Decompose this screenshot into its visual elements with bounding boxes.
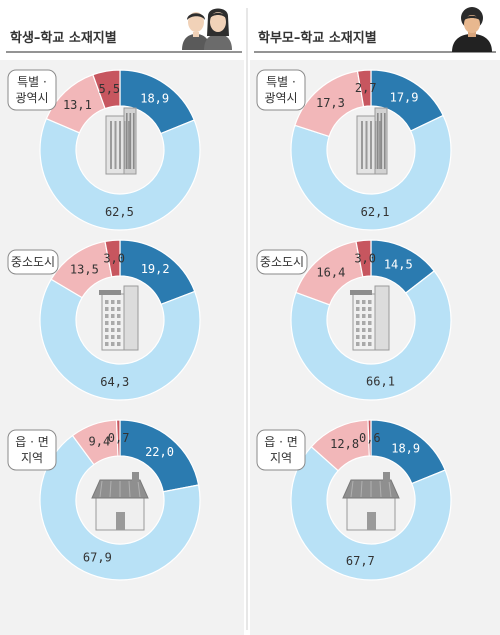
donut-chart: 17,9 62,1 17,3 2,7 [290,69,452,231]
region-label-text: 읍 · 면 [15,435,49,449]
data-label: 13,1 [63,98,92,112]
donut-chart: 18,9 67,7 12,8 0,6 [290,419,452,581]
data-label: 9,4 [89,435,111,449]
data-label: 18,9 [391,442,420,456]
donut-charts: 18,9 62,5 13,1 5,5 19,2 64,3 13,5 3,0 22,0 67,9 9,… [7,69,452,581]
data-label: 17,9 [390,91,419,105]
region-label-text: 특별 · [17,75,47,89]
house-icon [342,472,400,531]
region-label: 중소도시 [7,249,59,275]
region-label-box [7,429,57,471]
region-label-text: 광역시 [15,91,48,105]
region-label: 읍 · 면지역 [256,429,306,471]
data-label: 66,1 [366,374,395,388]
data-label: 64,3 [100,375,129,389]
donut-chart: 22,0 67,9 9,40,7 [39,419,201,581]
data-label: 13,5 [70,262,99,276]
data-label: 14,5 [384,257,413,271]
data-label: 3,0 [103,251,125,265]
donut-chart: 14,5 66,1 16,4 3,0 [290,239,452,401]
region-label-text: 지역 [270,451,292,465]
donut-segment [290,445,452,581]
data-label: 22,0 [145,445,174,459]
region-label-text: 지역 [21,451,43,465]
data-label: 62,1 [361,205,390,219]
donut-segment [355,239,372,278]
region-label-box [7,69,57,111]
data-label: 17,3 [316,96,345,110]
data-label: 62,5 [105,205,134,219]
data-label: 0,6 [359,431,381,445]
donut-segment [115,419,121,457]
region-label-text: 특별 · [266,75,296,89]
data-label: 2,7 [355,81,377,95]
donut-chart: 18,9 62,5 13,1 5,5 [39,69,201,231]
data-label: 3,0 [354,251,376,265]
data-label: 5,5 [98,82,120,96]
donut-segment [356,69,372,108]
data-label: 0,7 [108,431,130,445]
building-icon [105,107,137,175]
region-label: 읍 · 면지역 [7,429,57,471]
region-label: 중소도시 [256,249,308,275]
parent-panel-title: 학부모–학교 소재지별 [258,30,377,46]
donut-segment [367,419,372,457]
student-panel-title: 학생–학교 소재지별 [10,30,117,46]
region-label: 특별 · 광역시 [256,69,306,111]
data-label: 67,7 [346,554,375,568]
region-label-box [7,249,59,275]
data-label: 12,8 [330,437,359,451]
region-label: 특별 · 광역시 [7,69,57,111]
region-label-text: 광역시 [264,91,297,105]
data-label: 18,9 [140,92,169,106]
students-icon [182,8,232,50]
donut-segment [39,278,201,401]
region-label-text: 중소도시 [11,255,55,269]
data-label: 19,2 [141,262,170,276]
region-label-box [256,69,306,111]
data-label: 67,9 [83,551,112,565]
donut-segment [290,270,452,401]
house-icon [91,472,149,531]
region-label-text: 중소도시 [260,255,304,269]
donut-segment [290,114,452,231]
building-icon [356,107,388,175]
apartment-icon [99,285,139,351]
data-label: 16,4 [316,266,345,280]
parent-panel-header: 학부모–학교 소재지별 [254,7,496,53]
region-label-box [256,249,308,275]
region-label-box [256,429,306,471]
donut-segment [39,117,201,231]
parent-icon [452,7,492,52]
apartment-icon [350,285,390,351]
region-label-text: 읍 · 면 [264,435,298,449]
donut-segment [104,239,121,278]
donut-chart: 19,2 64,3 13,5 3,0 [39,239,201,401]
student-panel-header: 학생–학교 소재지별 [6,8,242,53]
donut-segment [92,69,121,110]
